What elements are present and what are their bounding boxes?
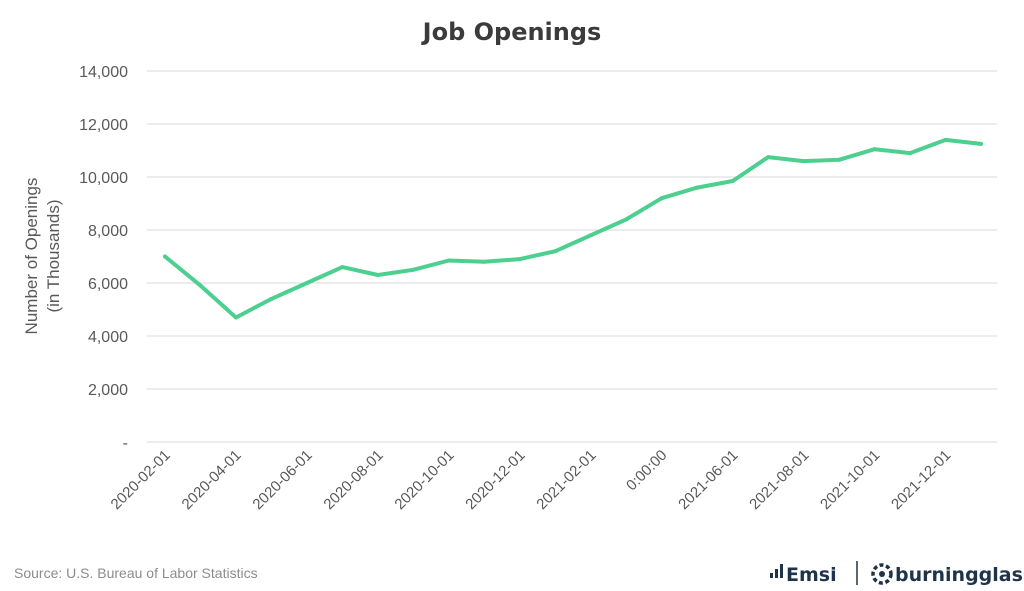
data-point: [695, 185, 700, 190]
burningglass-logo-icon: [871, 563, 893, 585]
x-tick: 2020-04-01: [179, 447, 245, 513]
series-layer: [163, 137, 983, 320]
data-point: [553, 249, 558, 254]
x-tick-label: 2020-12-01: [462, 447, 528, 513]
emsi-brand-name: Emsi: [786, 564, 837, 586]
data-point: [730, 178, 735, 183]
data-point: [411, 267, 416, 272]
data-point: [233, 315, 238, 320]
y-tick-label: 10,000: [79, 170, 128, 187]
data-point: [198, 283, 203, 288]
x-tick: 2020-06-01: [249, 447, 315, 513]
data-point: [517, 257, 522, 262]
y-tick-label: 14,000: [79, 64, 128, 81]
chart-title: Job Openings: [421, 18, 602, 46]
data-point: [375, 273, 380, 278]
emsi-logo: Emsi: [770, 564, 837, 586]
emsi-bars-icon: [770, 564, 783, 578]
x-tick-label: 2021-02-01: [533, 447, 599, 513]
data-point: [624, 217, 629, 222]
y-tick-label: 12,000: [79, 117, 128, 134]
data-point: [163, 254, 167, 259]
x-tick: 2021-08-01: [746, 447, 812, 513]
x-tick-label: 0:00:00: [623, 447, 670, 494]
y-axis-ticks: - 2,000 4,000 6,000 8,000 10,000 12,000 14,000: [79, 64, 128, 452]
y-tick-label: 2,000: [88, 382, 128, 399]
x-tick: 2021-10-01: [817, 447, 883, 513]
data-point: [659, 196, 664, 201]
x-tick: 2020-12-01: [462, 447, 528, 513]
data-point: [304, 281, 309, 285]
x-tick-label: 2020-08-01: [320, 447, 386, 513]
x-tick-label: 2021-12-01: [888, 447, 954, 513]
burningglass-brand-name: burningglass: [895, 564, 1024, 586]
x-tick: 2020-08-01: [320, 447, 386, 513]
data-point: [943, 137, 948, 142]
data-point: [340, 265, 345, 270]
data-point: [837, 157, 842, 162]
x-tick-label: 2021-10-01: [817, 447, 883, 513]
data-point: [588, 233, 593, 238]
y-tick-label: -: [123, 435, 128, 452]
source-note: Source: U.S. Bureau of Labor Statistics: [14, 565, 258, 581]
x-axis-ticks: 2020-02-01 2020-04-01 2020-06-01 2020-08-01…: [108, 447, 955, 513]
gridlines: [147, 70, 997, 443]
y-tick-label: 6,000: [88, 276, 128, 293]
x-tick-label: 2021-08-01: [746, 447, 812, 513]
data-point: [766, 155, 771, 160]
data-point: [446, 258, 451, 263]
data-point: [979, 141, 983, 146]
burningglass-logo: burningglass: [871, 563, 1024, 586]
x-tick-label: 2020-10-01: [391, 447, 457, 513]
x-tick-label: 2020-06-01: [249, 447, 315, 513]
data-point: [482, 259, 487, 264]
x-tick: 2020-10-01: [391, 447, 457, 513]
x-tick: 2020-02-01: [108, 447, 174, 513]
y-tick-label: 8,000: [88, 223, 128, 240]
x-tick-label: 2020-02-01: [108, 447, 174, 513]
y-axis-label-line-2: (in Thousands): [44, 199, 63, 312]
x-tick: 0:00:00: [623, 447, 670, 494]
x-tick: 2021-06-01: [675, 447, 741, 513]
data-point: [269, 296, 274, 301]
series-line: [163, 137, 983, 320]
x-tick: 2021-02-01: [533, 447, 599, 513]
y-tick-label: 4,000: [88, 329, 128, 346]
x-tick-label: 2021-06-01: [675, 447, 741, 513]
data-point: [872, 147, 877, 152]
x-tick: 2021-12-01: [888, 447, 954, 513]
data-point: [908, 151, 913, 156]
y-axis-label-line-1: Number of Openings: [22, 178, 41, 335]
x-tick-label: 2020-04-01: [179, 447, 245, 513]
data-point: [801, 159, 806, 164]
